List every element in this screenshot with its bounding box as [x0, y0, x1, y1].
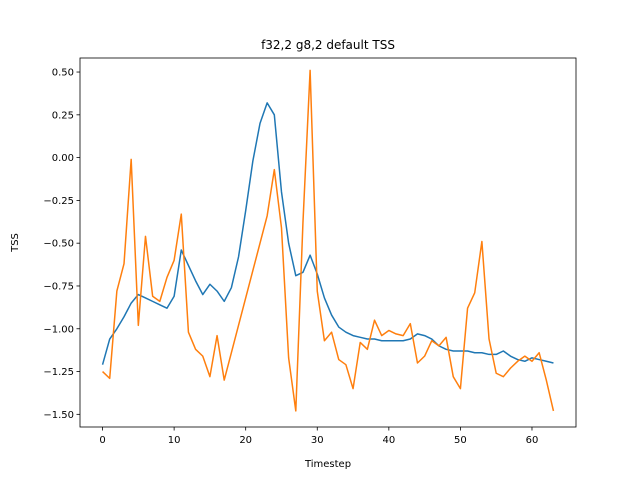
series-line-1 [101, 102, 554, 365]
x-tick-label: 10 [168, 435, 181, 446]
y-tick-label: 0.50 [52, 68, 74, 79]
plot-frame [79, 57, 577, 428]
axes-layer: 0 10 20 30 40 50 60 −1.50 −1.25 −1.00 −0.75 −0.50 −0… [43, 68, 538, 446]
y-tick-label: −0.50 [43, 239, 74, 250]
y-tick-label: 0.00 [52, 153, 74, 164]
x-tick-label: 40 [382, 435, 395, 446]
y-tick-label: 0.25 [52, 110, 74, 121]
x-axis-label: Timestep [304, 459, 351, 470]
chart-title: f32,2 g8,2 default TSS [261, 38, 395, 52]
y-tick-label: −0.25 [43, 196, 74, 207]
y-tick-label: −0.75 [43, 281, 74, 292]
y-tick-label: −1.25 [43, 367, 74, 378]
x-tick-label: 20 [239, 435, 252, 446]
y-tick-label: −1.50 [43, 410, 74, 421]
x-tick-label: 60 [526, 435, 539, 446]
x-tick-label: 50 [454, 435, 467, 446]
x-tick-label: 30 [311, 435, 324, 446]
y-tick-label: −1.00 [43, 324, 74, 335]
series-layer [101, 69, 555, 412]
x-tick-label: 0 [99, 435, 105, 446]
y-axis-label: TSS [10, 233, 21, 253]
series-line-2 [102, 69, 555, 412]
